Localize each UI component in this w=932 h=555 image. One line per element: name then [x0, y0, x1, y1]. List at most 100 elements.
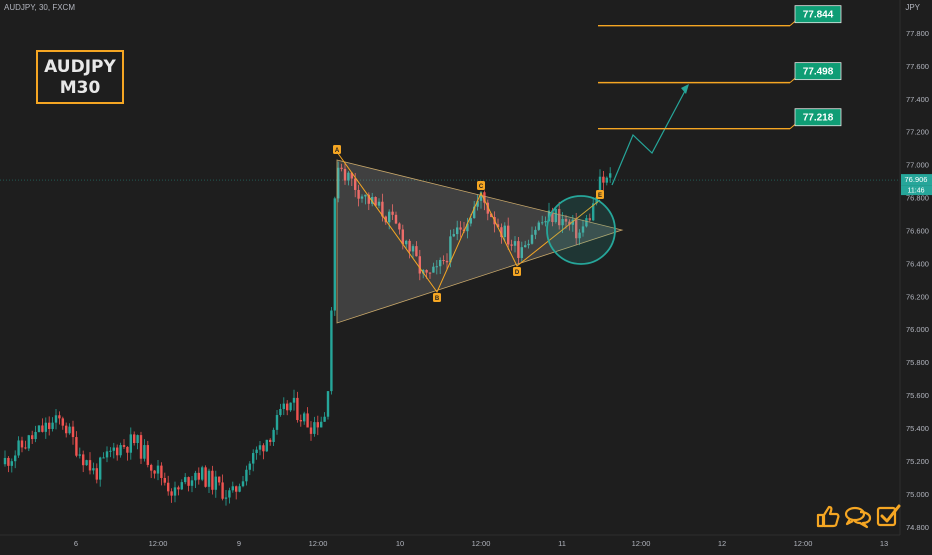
candle-body — [170, 491, 173, 496]
candle-body — [575, 219, 578, 239]
x-tick-label: 12:00 — [149, 539, 168, 548]
candle-body — [435, 266, 438, 268]
candle-body — [578, 232, 581, 239]
candle-body — [544, 221, 547, 223]
candle-body — [316, 422, 319, 428]
candle-body — [374, 197, 377, 206]
x-tick-label: 9 — [237, 539, 241, 548]
candle-body — [231, 486, 234, 491]
candle-body — [299, 420, 302, 422]
x-tick-label: 12:00 — [309, 539, 328, 548]
candle-body — [401, 229, 404, 245]
pattern-label-bg — [433, 293, 441, 302]
candle-body — [343, 168, 347, 181]
candle-body — [255, 449, 258, 454]
candle-body — [500, 227, 503, 238]
y-tick-label: 77.200 — [906, 128, 929, 137]
y-tick-label: 76.800 — [906, 194, 929, 203]
target-label-box — [794, 108, 842, 127]
candle-body — [3, 457, 7, 465]
candle-body — [503, 225, 506, 238]
y-tick-label: 75.200 — [906, 457, 929, 466]
target-label: 77.844 — [803, 10, 834, 21]
candle-body — [265, 439, 268, 452]
candle-body — [51, 422, 54, 429]
y-tick-label: 75.400 — [906, 424, 929, 433]
candle-body — [221, 482, 224, 499]
candle-body — [340, 167, 343, 169]
candle-body — [371, 197, 374, 204]
candle-body — [102, 457, 105, 459]
candle-body — [422, 269, 425, 274]
x-tick-label: 12 — [718, 539, 726, 548]
projection-path — [611, 88, 687, 186]
target-label: 77.498 — [803, 67, 834, 78]
candle-body — [14, 455, 17, 462]
symbol-badge: AUDJPY M30 — [36, 50, 124, 104]
candle-body — [479, 192, 483, 201]
candle-body — [530, 234, 534, 244]
candle-body — [286, 403, 289, 411]
candle-body — [513, 241, 517, 246]
candle-body — [408, 240, 411, 252]
target-label-box — [794, 5, 842, 24]
candle-body — [598, 176, 602, 198]
candle-body — [483, 192, 486, 203]
candle-body — [75, 437, 78, 456]
x-tick-label: 13 — [880, 539, 888, 548]
pattern-label: B — [435, 296, 440, 302]
candle-body — [167, 482, 170, 492]
candle-body — [377, 201, 381, 206]
thumbs-up-icon[interactable] — [815, 503, 841, 529]
candle-body — [466, 223, 469, 232]
candle-body — [105, 451, 109, 458]
candle-body — [133, 434, 136, 444]
candle-body — [360, 196, 364, 199]
candle-body — [398, 223, 401, 230]
reaction-icons — [815, 503, 901, 529]
candle-body — [292, 397, 296, 403]
target-label: 77.218 — [803, 113, 834, 124]
candle-body — [272, 429, 275, 443]
candle-body — [201, 467, 204, 480]
checkbox-icon[interactable] — [875, 503, 901, 529]
candle-body — [211, 470, 214, 490]
candle-body — [527, 243, 530, 246]
projection-arrowhead — [681, 84, 689, 94]
candle-body — [129, 434, 132, 453]
candle-body — [258, 445, 262, 450]
candle-body — [31, 435, 34, 440]
candle-body — [456, 227, 459, 235]
x-tick-label: 6 — [74, 539, 78, 548]
candle-body — [541, 222, 544, 224]
candle-body — [323, 416, 326, 422]
candle-body — [163, 477, 166, 483]
badge-timeframe: M30 — [59, 78, 101, 98]
candle-body — [605, 177, 608, 183]
candle-body — [20, 440, 24, 448]
candle-body — [425, 269, 428, 273]
candle-body — [337, 167, 340, 199]
candle-body — [143, 445, 146, 459]
breakout-circle — [546, 195, 616, 265]
candle-body — [449, 236, 452, 263]
candle-body — [354, 178, 357, 190]
chat-bubbles-icon[interactable] — [844, 503, 872, 529]
candle-body — [116, 447, 119, 456]
candle-body — [34, 431, 37, 440]
symbol-title: AUDJPY, 30, FXCM — [4, 3, 75, 12]
candle-body — [279, 409, 282, 416]
candle-body — [269, 439, 272, 443]
candle-body — [469, 218, 472, 224]
currency-label: JPY — [905, 3, 920, 12]
candle-body — [289, 402, 292, 411]
candle-body — [180, 482, 183, 490]
y-tick-label: 77.600 — [906, 62, 929, 71]
candle-body — [95, 468, 98, 480]
candle-body — [238, 486, 241, 492]
candle-body — [58, 415, 61, 419]
candle-body — [306, 413, 309, 428]
candle-body — [207, 470, 211, 487]
x-tick-label: 12:00 — [794, 539, 813, 548]
